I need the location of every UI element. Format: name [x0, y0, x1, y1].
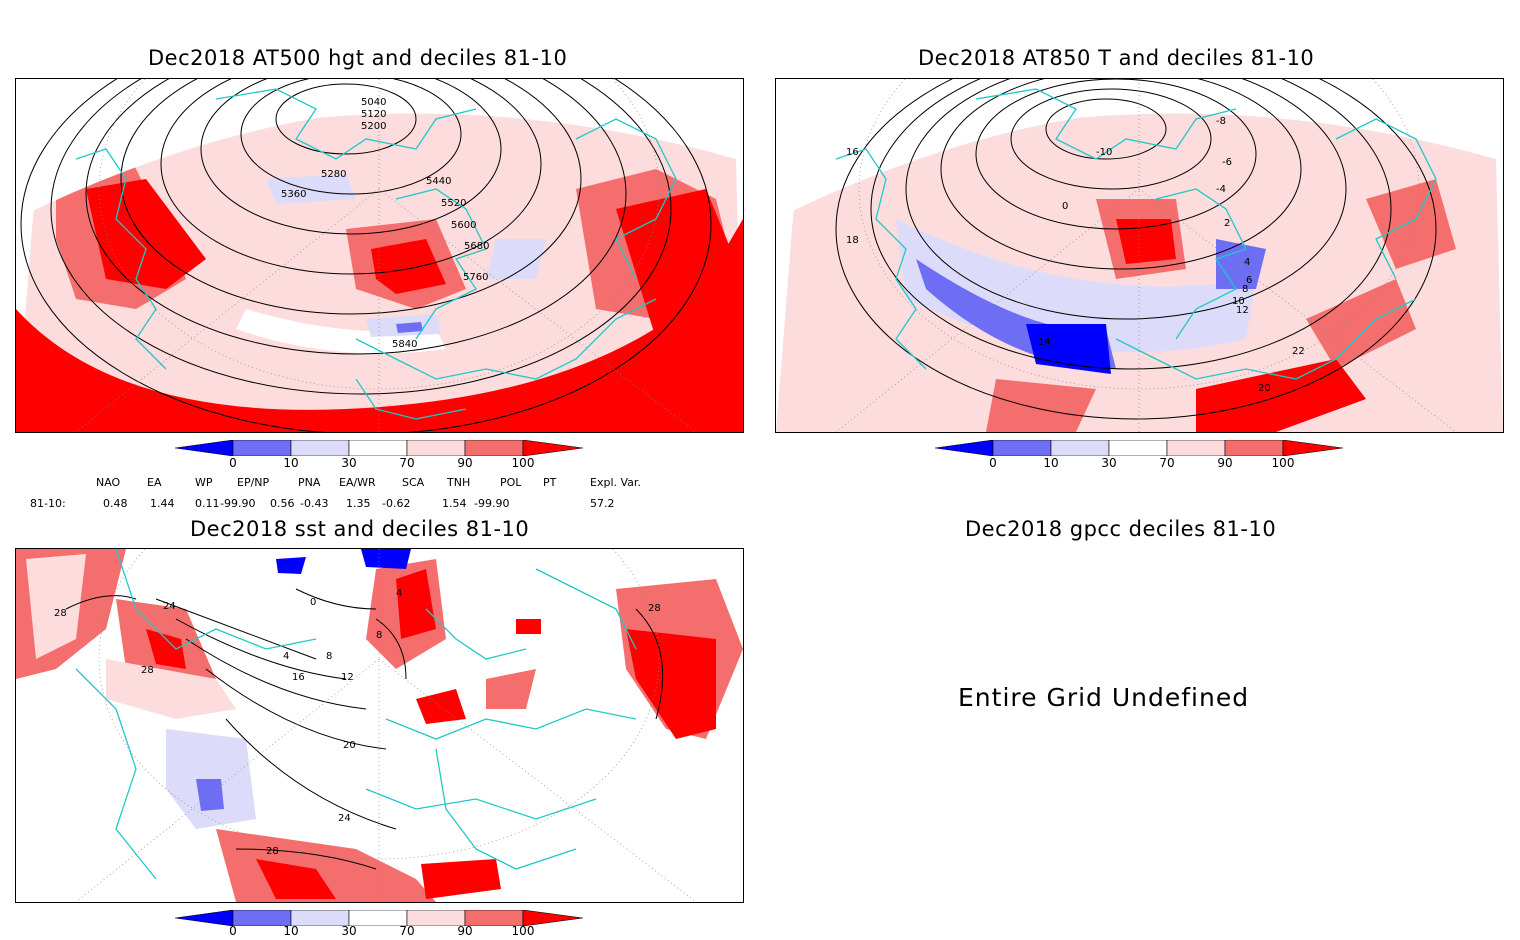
colorbar-label: 100 — [511, 456, 535, 470]
map-panel-hgt: 5040 5120 5200 5280 5360 5440 5520 5600 … — [15, 78, 744, 433]
colorbar-label: 30 — [341, 456, 357, 470]
index-header: Expl. Var. — [590, 476, 641, 489]
contour-label: 14 — [1038, 337, 1051, 348]
index-header: EA/WR — [339, 476, 376, 489]
contour-label: 5760 — [463, 272, 488, 283]
index-header: EA — [147, 476, 162, 489]
colorbar-label: 0 — [989, 456, 997, 470]
contour-label: -6 — [1222, 157, 1232, 168]
contour-label: 8 — [1242, 284, 1248, 295]
contour-label: 4 — [1244, 257, 1250, 268]
colorbar-hgt: 0 10 30 70 90 100 — [174, 439, 585, 470]
contour-label: 24 — [338, 813, 351, 824]
colorbar-sst-svg — [174, 909, 584, 927]
contour-label: 5280 — [321, 169, 346, 180]
colorbar-label: 90 — [1217, 456, 1233, 470]
index-header: PNA — [298, 476, 321, 489]
contour-label: 5840 — [392, 339, 417, 350]
colorbar-sst: 0 10 30 70 90 100 — [174, 909, 585, 940]
contour-label: 5520 — [441, 198, 466, 209]
contour-label: 5360 — [281, 189, 306, 200]
contour-label: -4 — [1216, 184, 1226, 195]
index-value: -99.90 — [474, 497, 510, 510]
contour-label: 16 — [292, 672, 305, 683]
index-value: -0.62 — [382, 497, 411, 510]
contour-label: 5120 — [361, 109, 386, 120]
colorbar-t850-svg — [934, 439, 1344, 457]
undefined-grid-message: Entire Grid Undefined — [958, 683, 1250, 712]
contour-label: 2 — [1224, 218, 1230, 229]
contour-label: -8 — [1216, 116, 1226, 127]
panel-title-gpcc: Dec2018 gpcc deciles 81-10 — [965, 517, 1277, 541]
index-header: NAO — [96, 476, 121, 489]
contour-label: 18 — [846, 235, 859, 246]
contour-label: 0 — [1062, 201, 1068, 212]
index-value: 0.48 — [103, 497, 128, 510]
index-value: 57.2 — [590, 497, 615, 510]
colorbar-label: 30 — [1101, 456, 1117, 470]
contour-label: 4 — [283, 651, 289, 662]
index-header: EP/NP — [237, 476, 270, 489]
contour-label: 5040 — [361, 97, 386, 108]
contour-label: 16 — [846, 147, 859, 158]
colorbar-label: 70 — [399, 456, 415, 470]
panel-title-hgt: Dec2018 AT500 hgt and deciles 81-10 — [148, 46, 568, 70]
contour-label: 5440 — [426, 176, 451, 187]
contour-label: 20 — [343, 740, 356, 751]
colorbar-label: 10 — [283, 924, 299, 938]
panel-title-sst: Dec2018 sst and deciles 81-10 — [190, 517, 530, 541]
colorbar-label: 10 — [283, 456, 299, 470]
index-header: TNH — [447, 476, 471, 489]
contour-label: 5600 — [451, 220, 476, 231]
contour-label: 5680 — [464, 241, 489, 252]
colorbar-label: 90 — [457, 456, 473, 470]
index-row-label: 81-10: — [30, 497, 66, 510]
contour-label: 22 — [1292, 346, 1305, 357]
sst-map: 28 28 24 0 4 4 8 8 12 16 20 24 28 28 — [16, 549, 743, 902]
contour-label: 12 — [1236, 305, 1249, 316]
colorbar-hgt-svg — [174, 439, 584, 457]
colorbar-label: 90 — [457, 924, 473, 938]
t850-map: -10 -8 -6 -4 0 2 4 6 8 10 12 14 16 18 20… — [776, 79, 1503, 432]
index-value: -99.90 — [220, 497, 256, 510]
map-panel-sst: 28 28 24 0 4 4 8 8 12 16 20 24 28 28 — [15, 548, 744, 903]
contour-label: 8 — [326, 651, 332, 662]
contour-label: 28 — [648, 603, 661, 614]
contour-label: 8 — [376, 630, 382, 641]
index-value: 0.11 — [195, 497, 220, 510]
index-header: PT — [543, 476, 557, 489]
contour-label: 20 — [1258, 383, 1271, 394]
colorbar-t850: 0 10 30 70 90 100 — [934, 439, 1345, 470]
index-value: 1.44 — [150, 497, 175, 510]
colorbar-label: 30 — [341, 924, 357, 938]
contour-label: 5200 — [361, 121, 386, 132]
panel-title-t850: Dec2018 AT850 T and deciles 81-10 — [918, 46, 1315, 70]
colorbar-label: 0 — [229, 456, 237, 470]
contour-label: 28 — [141, 665, 154, 676]
colorbar-label: 10 — [1043, 456, 1059, 470]
contour-label: 6 — [1246, 275, 1252, 286]
contour-label: 4 — [396, 588, 402, 599]
contour-label: 28 — [54, 608, 67, 619]
map-panel-t850: -10 -8 -6 -4 0 2 4 6 8 10 12 14 16 18 20… — [775, 78, 1504, 433]
index-header: SCA — [402, 476, 425, 489]
colorbar-label: 70 — [399, 924, 415, 938]
index-value: 0.56 — [270, 497, 295, 510]
hgt-map: 5040 5120 5200 5280 5360 5440 5520 5600 … — [16, 79, 743, 432]
index-value: 1.35 — [346, 497, 371, 510]
index-header: WP — [195, 476, 213, 489]
colorbar-label: 0 — [229, 924, 237, 938]
colorbar-label: 70 — [1159, 456, 1175, 470]
index-header: POL — [500, 476, 522, 489]
contour-label: 24 — [163, 601, 176, 612]
colorbar-label: 100 — [511, 924, 535, 938]
index-value: 1.54 — [442, 497, 467, 510]
contour-label: 12 — [341, 672, 354, 683]
contour-label: 28 — [266, 846, 279, 857]
contour-label: -10 — [1096, 147, 1112, 158]
contour-label: 10 — [1232, 296, 1245, 307]
index-value: -0.43 — [300, 497, 329, 510]
contour-label: 0 — [310, 597, 316, 608]
colorbar-label: 100 — [1271, 456, 1295, 470]
